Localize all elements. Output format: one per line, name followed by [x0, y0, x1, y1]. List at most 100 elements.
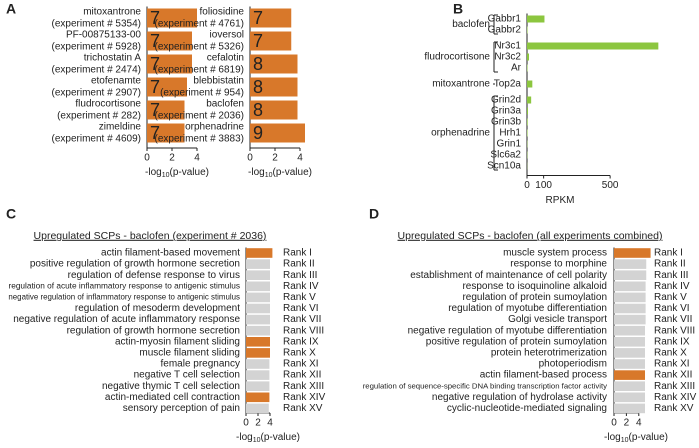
- category-label: (experiment # 5354): [52, 19, 142, 30]
- category-label: Gabbr2: [488, 25, 522, 36]
- bar-number: 7: [150, 100, 160, 120]
- rank-label: Rank V: [283, 292, 316, 303]
- category-label: (experiment # 4609): [52, 134, 142, 145]
- rank-label: Rank II: [283, 259, 315, 270]
- category-label: cyclic-nucleotide-mediated signaling: [447, 403, 607, 414]
- category-label: Nr3c1: [494, 41, 521, 52]
- rank-label: Rank XIII: [654, 381, 695, 392]
- rank-label: Rank V: [654, 292, 687, 303]
- bar: [527, 118, 528, 126]
- category-label: regulation of sequence-specific DNA bind…: [363, 381, 607, 390]
- category-label: (experiment # 282): [57, 111, 141, 122]
- category-label: actin-mediated cell contraction: [105, 392, 240, 403]
- bar: [246, 270, 270, 280]
- x-axis-label-part: 10: [265, 172, 273, 179]
- bar: [614, 314, 646, 325]
- category-label: (experiment # 5326): [155, 42, 245, 53]
- bar: [614, 403, 645, 414]
- x-tick-label: 500: [602, 180, 619, 191]
- category-label: (experiment # 2036): [155, 111, 245, 122]
- bar-number: 7: [150, 8, 160, 28]
- bar: [246, 403, 269, 414]
- category-label: actin filament-based movement: [101, 248, 240, 259]
- category-label: female pregnancy: [161, 359, 241, 370]
- category-label: ioversol: [210, 30, 244, 41]
- rank-label: Rank VI: [654, 303, 690, 314]
- rank-label: Rank X: [654, 348, 687, 359]
- x-axis-label-part: 10: [162, 172, 170, 179]
- panel-letter: D: [369, 206, 379, 222]
- category-label: photoperiodism: [539, 359, 607, 370]
- category-label: regulation of defense response to virus: [68, 270, 240, 281]
- rank-label: Rank XV: [283, 403, 323, 414]
- rank-label: Rank XV: [654, 403, 694, 414]
- group-label: orphenadrine: [431, 128, 490, 139]
- x-tick-label: 0: [243, 418, 249, 429]
- category-label: Slc6a2: [490, 150, 521, 161]
- bar: [246, 303, 270, 314]
- category-label: negative regulation of inflammatory resp…: [8, 292, 240, 301]
- category-label: trichostatin A: [84, 53, 142, 64]
- chart-title: Upregulated SCPs - baclofen (experiment …: [34, 230, 267, 242]
- bar: [614, 348, 645, 358]
- group-label: fludrocortisone: [424, 52, 490, 63]
- bar: [614, 259, 647, 269]
- bar: [614, 381, 645, 391]
- rank-label: Rank VII: [654, 314, 692, 325]
- panel-letter: C: [6, 206, 16, 222]
- rank-label: Rank II: [654, 259, 686, 270]
- bar: [147, 100, 185, 120]
- bar: [246, 381, 270, 391]
- category-label: muscle system process: [503, 248, 607, 259]
- x-axis-label: -log10(p-value): [604, 432, 668, 444]
- bar: [147, 54, 192, 74]
- bar: [527, 80, 533, 88]
- x-axis-label-part: -log: [604, 432, 621, 443]
- rank-label: Rank XI: [654, 359, 690, 370]
- bar: [527, 15, 545, 23]
- group-label: mitoxantrone: [432, 79, 490, 90]
- rank-label: Rank VIII: [283, 325, 324, 336]
- category-label: mitoxantrone: [83, 7, 141, 18]
- category-label: (experiment # 3883): [155, 134, 245, 145]
- rank-label: Rank IX: [283, 336, 319, 347]
- category-label: actin filament-based process: [480, 370, 607, 381]
- x-axis-label-part: (p-value): [629, 432, 668, 443]
- category-label: Ar: [511, 63, 522, 74]
- chart-title: Upregulated SCPs - baclofen (all experim…: [398, 230, 663, 242]
- bar: [527, 53, 529, 61]
- category-label: baclofen: [206, 99, 244, 110]
- category-label: etofenamte: [91, 76, 141, 87]
- bar: [246, 370, 270, 380]
- category-label: Nr3c2: [494, 52, 521, 63]
- bar-number: 8: [253, 54, 263, 74]
- bar: [614, 248, 651, 258]
- bar: [147, 8, 197, 28]
- category-label: actin-myosin filament sliding: [115, 336, 240, 347]
- x-tick-label: 4: [297, 153, 303, 164]
- category-label: cefalotin: [207, 53, 244, 64]
- bar: [246, 337, 270, 347]
- rank-label: Rank XIV: [654, 392, 697, 403]
- rank-label: Rank IX: [654, 336, 690, 347]
- bar: [527, 107, 528, 115]
- x-tick-label: 2: [169, 153, 175, 164]
- bar-number: 7: [253, 31, 263, 51]
- x-tick-label: 0: [144, 153, 150, 164]
- category-label: Grin2d: [491, 95, 521, 106]
- x-axis-label-part: -log: [236, 432, 253, 443]
- bar-number: 7: [150, 123, 160, 143]
- x-tick-label: 0: [611, 418, 617, 429]
- category-label: response to isoquinoline alkaloid: [462, 281, 607, 292]
- category-label: Hrh1: [499, 128, 521, 139]
- bar: [250, 54, 298, 74]
- x-tick-label: 2: [255, 418, 261, 429]
- bar-number: 9: [253, 123, 263, 143]
- x-axis-label-part: -log: [145, 167, 162, 178]
- bar: [246, 325, 270, 336]
- x-tick-label: 4: [636, 418, 642, 429]
- bar-number: 7: [253, 8, 263, 28]
- category-label: response to morphine: [510, 259, 607, 270]
- category-label: Gabbr1: [488, 14, 522, 25]
